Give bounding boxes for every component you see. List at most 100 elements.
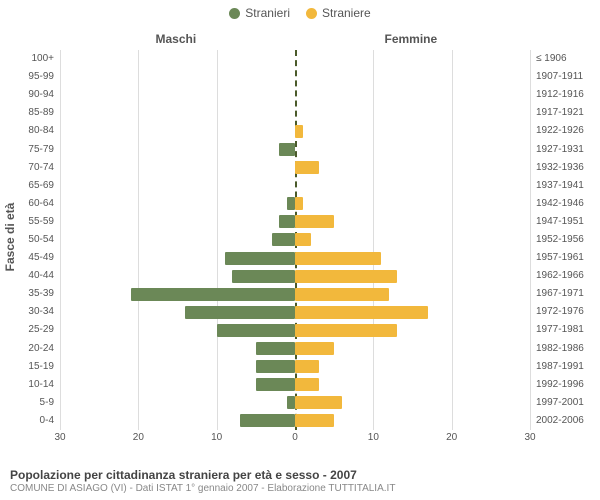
plot-area: 3020100102030100+≤ 190695-991907-191190-… — [60, 50, 530, 430]
y-label-birth: 1987-1991 — [536, 361, 584, 372]
footer-title: Popolazione per cittadinanza straniera p… — [10, 468, 590, 482]
bar-male — [256, 342, 295, 355]
y-label-birth: 2002-2006 — [536, 415, 584, 426]
y-label-age: 30-34 — [4, 306, 54, 317]
age-row — [60, 140, 530, 158]
x-tick: 10 — [368, 432, 379, 443]
bar-female — [295, 414, 334, 427]
bar-female — [295, 396, 342, 409]
bar-male — [240, 414, 295, 427]
y-label-age: 70-74 — [4, 162, 54, 173]
bar-female — [295, 270, 397, 283]
grid-line — [530, 50, 531, 430]
age-row — [60, 104, 530, 122]
y-label-birth: 1927-1931 — [536, 144, 584, 155]
bar-female — [295, 252, 381, 265]
age-row — [60, 50, 530, 68]
age-row — [60, 249, 530, 267]
y-label-birth: 1992-1996 — [536, 379, 584, 390]
y-label-age: 100+ — [4, 53, 54, 64]
age-row — [60, 394, 530, 412]
legend-item-female: Straniere — [306, 6, 371, 20]
bar-female — [295, 161, 319, 174]
age-row — [60, 231, 530, 249]
bar-male — [232, 270, 295, 283]
bar-male — [131, 288, 296, 301]
y-label-age: 90-94 — [4, 89, 54, 100]
age-row — [60, 358, 530, 376]
y-label-age: 75-79 — [4, 144, 54, 155]
bar-male — [256, 378, 295, 391]
age-row — [60, 213, 530, 231]
bar-female — [295, 233, 311, 246]
y-label-age: 5-9 — [4, 397, 54, 408]
y-label-birth: 1982-1986 — [536, 343, 584, 354]
footer-subtitle: COMUNE DI ASIAGO (VI) - Dati ISTAT 1° ge… — [10, 483, 590, 494]
legend-label-male: Stranieri — [245, 6, 290, 20]
age-row — [60, 159, 530, 177]
x-tick: 0 — [292, 432, 298, 443]
bar-female — [295, 378, 319, 391]
age-row — [60, 86, 530, 104]
y-label-age: 0-4 — [4, 415, 54, 426]
age-row — [60, 195, 530, 213]
x-tick: 20 — [133, 432, 144, 443]
bar-male — [279, 215, 295, 228]
y-label-birth: 1947-1951 — [536, 216, 584, 227]
age-row — [60, 412, 530, 430]
y-label-age: 85-89 — [4, 107, 54, 118]
age-row — [60, 303, 530, 321]
y-label-birth: 1917-1921 — [536, 107, 584, 118]
x-tick: 30 — [524, 432, 535, 443]
y-label-birth: 1972-1976 — [536, 306, 584, 317]
bar-male — [185, 306, 295, 319]
bar-female — [295, 306, 428, 319]
y-label-age: 95-99 — [4, 71, 54, 82]
chart-footer: Popolazione per cittadinanza straniera p… — [10, 468, 590, 494]
side-title-female: Femmine — [385, 32, 438, 46]
bar-female — [295, 215, 334, 228]
y-label-birth: 1932-1936 — [536, 162, 584, 173]
x-tick: 10 — [211, 432, 222, 443]
bar-male — [256, 360, 295, 373]
bar-male — [279, 143, 295, 156]
y-label-age: 35-39 — [4, 288, 54, 299]
y-label-birth: 1957-1961 — [536, 252, 584, 263]
bar-male — [287, 396, 295, 409]
y-label-birth: 1922-1926 — [536, 125, 584, 136]
legend-dot-male — [229, 8, 240, 19]
age-row — [60, 122, 530, 140]
bar-male — [272, 233, 296, 246]
bar-female — [295, 342, 334, 355]
age-row — [60, 340, 530, 358]
y-label-birth: 1912-1916 — [536, 89, 584, 100]
y-label-age: 10-14 — [4, 379, 54, 390]
side-title-male: Maschi — [156, 32, 197, 46]
bar-female — [295, 197, 303, 210]
legend-item-male: Stranieri — [229, 6, 290, 20]
legend-label-female: Straniere — [322, 6, 371, 20]
age-row — [60, 285, 530, 303]
y-label-birth: 1997-2001 — [536, 397, 584, 408]
age-row — [60, 68, 530, 86]
x-tick: 30 — [54, 432, 65, 443]
y-label-birth: 1907-1911 — [536, 71, 583, 82]
y-label-birth: 1967-1971 — [536, 288, 584, 299]
y-label-birth: 1977-1981 — [536, 324, 584, 335]
age-row — [60, 267, 530, 285]
y-label-age: 25-29 — [4, 324, 54, 335]
legend-dot-female — [306, 8, 317, 19]
y-label-birth: 1937-1941 — [536, 180, 584, 191]
bar-female — [295, 360, 319, 373]
legend: Stranieri Straniere — [0, 0, 600, 20]
bar-female — [295, 324, 397, 337]
y-label-age: 20-24 — [4, 343, 54, 354]
bar-male — [225, 252, 296, 265]
y-label-birth: ≤ 1906 — [536, 53, 567, 64]
bar-male — [217, 324, 295, 337]
y-label-age: 65-69 — [4, 180, 54, 191]
bar-female — [295, 125, 303, 138]
y-label-age: 15-19 — [4, 361, 54, 372]
y-label-age: 80-84 — [4, 125, 54, 136]
bar-female — [295, 288, 389, 301]
